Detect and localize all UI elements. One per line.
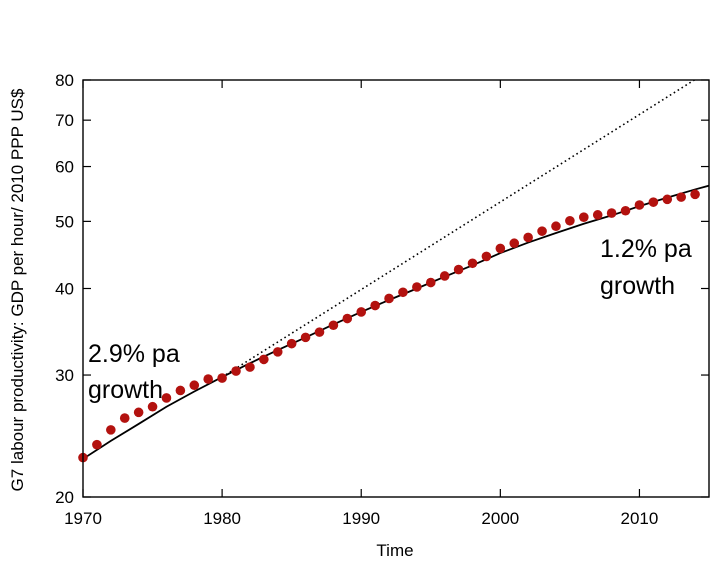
data-point-1984 bbox=[272, 347, 283, 357]
data-point-2003 bbox=[537, 226, 547, 236]
data-point-2008 bbox=[606, 208, 617, 218]
x-axis-title: Time bbox=[376, 541, 413, 560]
data-point-2013 bbox=[676, 192, 686, 202]
data-point-1981 bbox=[231, 366, 241, 376]
data-point-1997 bbox=[453, 264, 464, 275]
x-tick-label-1990: 1990 bbox=[342, 509, 380, 528]
x-tick-label-2000: 2000 bbox=[481, 509, 519, 528]
data-point-1992 bbox=[384, 293, 394, 304]
x-tick-label-2010: 2010 bbox=[621, 509, 659, 528]
y-tick-label-70: 70 bbox=[55, 111, 74, 130]
data-point-1974 bbox=[133, 407, 144, 418]
data-point-2007 bbox=[592, 210, 603, 220]
x-tick-label-1970: 1970 bbox=[64, 509, 102, 528]
data-point-1993 bbox=[398, 287, 408, 298]
data-point-1980 bbox=[217, 373, 227, 383]
data-point-2010 bbox=[634, 200, 645, 210]
data-point-1990 bbox=[356, 307, 367, 317]
data-point-1979 bbox=[203, 374, 213, 384]
data-point-1985 bbox=[286, 338, 297, 349]
data-point-2011 bbox=[648, 197, 659, 207]
data-point-1983 bbox=[259, 354, 269, 365]
data-point-1995 bbox=[425, 277, 436, 288]
data-point-2014 bbox=[690, 189, 700, 200]
data-point-1988 bbox=[328, 320, 339, 331]
y-tick-label-50: 50 bbox=[55, 212, 74, 231]
chart-points bbox=[78, 189, 700, 463]
data-point-1999 bbox=[481, 251, 492, 262]
data-point-1976 bbox=[161, 393, 172, 403]
y-tick-label-20: 20 bbox=[55, 488, 74, 507]
y-tick-label-30: 30 bbox=[55, 366, 74, 385]
y-axis-title: G7 labour productivity: GDP per hour/ 20… bbox=[8, 88, 27, 491]
data-point-2002 bbox=[523, 232, 533, 243]
chart-ticks: 1970 1980 1990 2000 2010 20 30 40 50 60 70 80 bbox=[55, 71, 658, 528]
trend-line-dotted bbox=[221, 80, 696, 378]
data-point-1998 bbox=[467, 258, 478, 269]
data-point-1991 bbox=[370, 300, 380, 311]
data-point-2009 bbox=[620, 205, 631, 216]
data-point-1975 bbox=[147, 401, 158, 412]
data-point-1987 bbox=[314, 327, 325, 337]
annotation-right-line-1: 1.2% pa bbox=[600, 235, 692, 263]
fit-curve-solid bbox=[83, 184, 709, 460]
data-point-2005 bbox=[565, 215, 575, 226]
data-point-2004 bbox=[551, 221, 561, 232]
chart-lines bbox=[83, 80, 709, 460]
y-tick-label-80: 80 bbox=[55, 71, 74, 90]
annotation-left-line-1: 2.9% pa bbox=[88, 340, 180, 368]
data-point-1973 bbox=[119, 413, 130, 423]
chart-axes bbox=[82, 79, 710, 498]
data-point-1971 bbox=[92, 439, 102, 450]
y-tick-label-40: 40 bbox=[55, 280, 74, 299]
data-point-2006 bbox=[579, 212, 589, 222]
annotation-right-line-2: growth bbox=[600, 272, 675, 300]
data-point-1989 bbox=[342, 313, 353, 324]
data-point-1982 bbox=[245, 362, 255, 372]
x-tick-label-1980: 1980 bbox=[203, 509, 241, 528]
data-point-1978 bbox=[189, 380, 200, 391]
data-point-1996 bbox=[439, 271, 450, 281]
data-point-2000 bbox=[495, 243, 506, 254]
data-point-1986 bbox=[300, 332, 311, 343]
annotation-left-line-2: growth bbox=[88, 376, 163, 404]
data-point-2012 bbox=[662, 194, 673, 205]
data-point-2001 bbox=[509, 238, 520, 249]
data-point-1972 bbox=[106, 425, 116, 435]
y-tick-label-60: 60 bbox=[55, 158, 74, 177]
data-point-1977 bbox=[175, 385, 186, 396]
data-point-1994 bbox=[412, 282, 422, 292]
